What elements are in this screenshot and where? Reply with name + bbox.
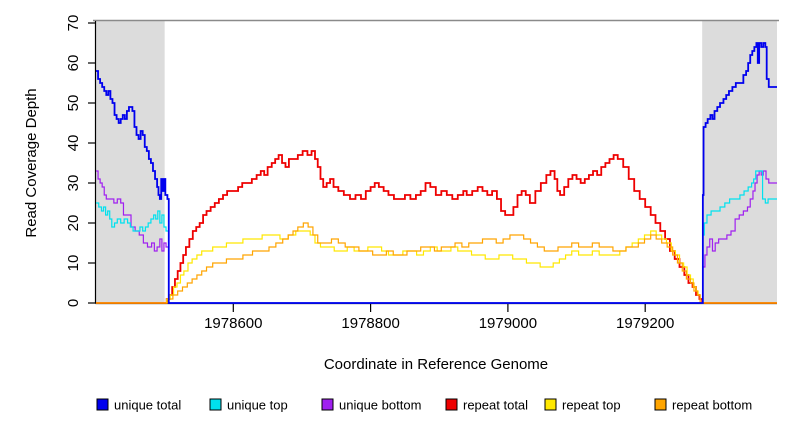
x-tick-label: 1979000	[479, 315, 537, 332]
legend-item-unique-total: unique total	[96, 398, 181, 413]
x-axis-title: Coordinate in Reference Genome	[324, 356, 548, 373]
legend-swatch-repeat-bottom	[654, 398, 667, 411]
series-line-repeat-total	[96, 150, 777, 304]
x-tick-label: 1979200	[616, 315, 674, 332]
shaded-region-left	[96, 21, 165, 303]
legend-swatch-unique-bottom	[321, 398, 334, 411]
shaded-region-right	[702, 21, 777, 303]
shaded-repeat-boundary-regions	[93, 19, 779, 303]
legend-item-unique-bottom: unique bottom	[321, 398, 421, 413]
y-tick-label: 0	[65, 299, 82, 307]
legend-item-repeat-bottom: repeat bottom	[654, 398, 752, 413]
legend-swatch-repeat-top	[544, 398, 557, 411]
series-line-unique-top	[96, 170, 777, 304]
y-tick-label: 50	[65, 95, 82, 112]
y-tick-label: 20	[65, 215, 82, 232]
series-lines	[96, 42, 777, 304]
x-tick-label: 1978800	[341, 315, 399, 332]
legend-label-unique-top: unique top	[227, 398, 288, 413]
x-tick-label: 1978600	[204, 315, 262, 332]
legend-label-repeat-total: repeat total	[463, 398, 528, 413]
y-tick-label: 10	[65, 255, 82, 272]
legend-swatch-repeat-total	[445, 398, 458, 411]
legend-swatch-unique-top	[209, 398, 222, 411]
y-axis-title: Read Coverage Depth	[23, 88, 40, 237]
legend-item-repeat-total: repeat total	[445, 398, 528, 413]
legend-item-unique-top: unique top	[209, 398, 288, 413]
y-tick-label: 30	[65, 175, 82, 192]
y-tick-label: 70	[65, 15, 82, 32]
y-tick-label: 60	[65, 55, 82, 72]
legend-swatch-unique-total	[96, 398, 109, 411]
legend-label-unique-bottom: unique bottom	[339, 398, 421, 413]
legend: unique total unique top unique bottom repea…	[96, 398, 752, 413]
series-line-unique-total	[96, 42, 777, 304]
y-tick-label: 40	[65, 135, 82, 152]
legend-label-repeat-top: repeat top	[562, 398, 621, 413]
legend-item-repeat-top: repeat top	[544, 398, 621, 413]
legend-label-unique-total: unique total	[114, 398, 181, 413]
legend-label-repeat-bottom: repeat bottom	[672, 398, 752, 413]
series-line-repeat-bottom	[96, 222, 777, 304]
